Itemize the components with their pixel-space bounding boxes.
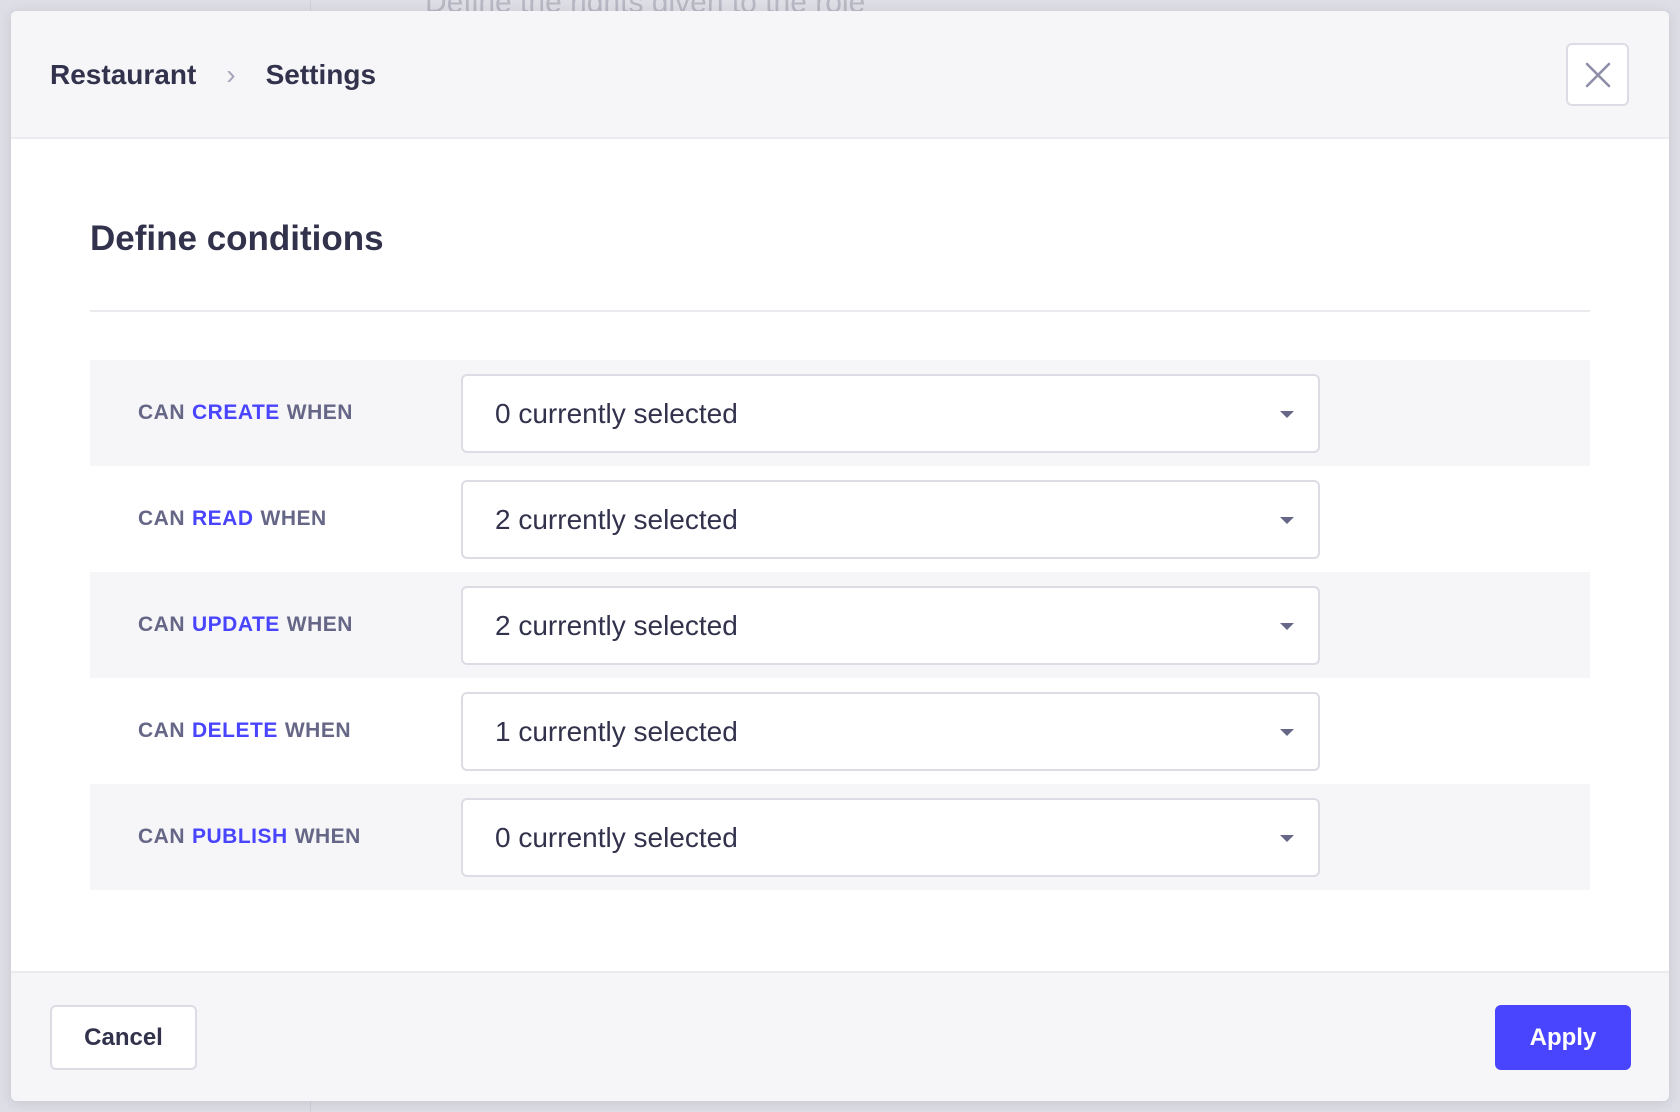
modal-footer: Cancel Apply bbox=[11, 971, 1669, 1101]
condition-label-publish: CAN PUBLISH WHEN bbox=[138, 784, 361, 890]
condition-select-create[interactable]: 0 currently selected bbox=[461, 374, 1320, 453]
breadcrumb-item-settings: Settings bbox=[265, 59, 377, 90]
close-button[interactable] bbox=[1566, 43, 1629, 106]
condition-row-create: CAN CREATE WHEN 0 currently selected bbox=[90, 360, 1590, 466]
page-title: Define conditions bbox=[90, 219, 384, 258]
condition-select-publish[interactable]: 0 currently selected bbox=[461, 798, 1320, 877]
define-conditions-modal: Restaurant › Settings Define conditions … bbox=[11, 11, 1669, 1101]
caret-down-icon bbox=[1280, 835, 1294, 842]
label-suffix: WHEN bbox=[260, 507, 327, 530]
condition-row-read: CAN READ WHEN 2 currently selected bbox=[90, 466, 1590, 572]
caret-down-icon bbox=[1280, 411, 1294, 418]
label-suffix: WHEN bbox=[286, 613, 353, 636]
condition-label-create: CAN CREATE WHEN bbox=[138, 360, 353, 466]
label-prefix: CAN bbox=[138, 401, 185, 424]
close-icon bbox=[1585, 62, 1610, 87]
condition-row-update: CAN UPDATE WHEN 2 currently selected bbox=[90, 572, 1590, 678]
caret-down-icon bbox=[1280, 729, 1294, 736]
caret-down-icon bbox=[1280, 623, 1294, 630]
condition-select-read[interactable]: 2 currently selected bbox=[461, 480, 1320, 559]
condition-row-delete: CAN DELETE WHEN 1 currently selected bbox=[90, 678, 1590, 784]
label-prefix: CAN bbox=[138, 825, 185, 848]
label-action: UPDATE bbox=[192, 613, 280, 636]
label-action: CREATE bbox=[192, 401, 280, 424]
label-prefix: CAN bbox=[138, 507, 185, 530]
label-suffix: WHEN bbox=[286, 401, 353, 424]
label-suffix: WHEN bbox=[294, 825, 361, 848]
select-value: 0 currently selected bbox=[495, 397, 738, 429]
caret-down-icon bbox=[1280, 517, 1294, 524]
label-prefix: CAN bbox=[138, 719, 185, 742]
select-value: 1 currently selected bbox=[495, 715, 738, 747]
label-prefix: CAN bbox=[138, 613, 185, 636]
condition-label-update: CAN UPDATE WHEN bbox=[138, 572, 353, 678]
label-action: READ bbox=[192, 507, 254, 530]
chevron-right-icon: › bbox=[226, 59, 236, 90]
breadcrumb: Restaurant › Settings bbox=[50, 11, 376, 139]
select-value: 2 currently selected bbox=[495, 609, 738, 641]
condition-row-publish: CAN PUBLISH WHEN 0 currently selected bbox=[90, 784, 1590, 890]
label-action: PUBLISH bbox=[192, 825, 288, 848]
apply-button[interactable]: Apply bbox=[1495, 1005, 1631, 1070]
label-suffix: WHEN bbox=[284, 719, 352, 742]
condition-label-read: CAN READ WHEN bbox=[138, 466, 327, 572]
breadcrumb-item-restaurant: Restaurant bbox=[50, 59, 197, 90]
label-action: DELETE bbox=[192, 719, 278, 742]
select-value: 0 currently selected bbox=[495, 821, 738, 853]
condition-select-delete[interactable]: 1 currently selected bbox=[461, 692, 1320, 771]
select-value: 2 currently selected bbox=[495, 503, 738, 535]
title-divider bbox=[90, 310, 1590, 312]
condition-select-update[interactable]: 2 currently selected bbox=[461, 586, 1320, 665]
cancel-button[interactable]: Cancel bbox=[50, 1005, 197, 1070]
modal-header: Restaurant › Settings bbox=[11, 11, 1669, 139]
condition-label-delete: CAN DELETE WHEN bbox=[138, 678, 351, 784]
conditions-list: CAN CREATE WHEN 0 currently selected CAN READ… bbox=[90, 360, 1590, 890]
